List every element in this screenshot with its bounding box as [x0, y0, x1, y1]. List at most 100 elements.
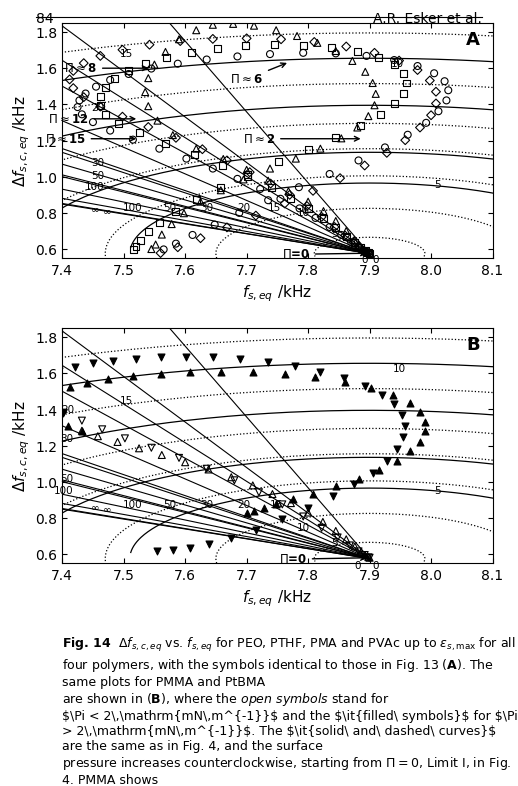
Point: [328, 490, 337, 503]
Point: [340, 376, 349, 388]
Point: [316, 143, 324, 156]
Point: [156, 368, 165, 380]
Point: [163, 52, 171, 64]
Point: [280, 197, 289, 210]
Point: [361, 66, 369, 79]
Text: $\infty$: $\infty$: [90, 204, 99, 214]
Point: [52, 384, 60, 397]
Point: [251, 523, 260, 536]
Point: [289, 494, 297, 506]
Point: [361, 245, 369, 258]
Point: [360, 160, 368, 172]
Text: $\Pi$=0: $\Pi$=0: [278, 553, 365, 566]
Point: [219, 153, 227, 166]
Point: [399, 432, 407, 444]
Point: [375, 52, 383, 64]
Point: [28, 386, 37, 399]
Point: [340, 230, 349, 242]
Point: [249, 366, 257, 379]
Point: [342, 225, 350, 237]
Point: [319, 516, 327, 528]
Point: [444, 85, 452, 97]
Point: [342, 533, 350, 545]
Point: [332, 131, 340, 144]
Point: [34, 392, 42, 405]
Text: 30: 30: [91, 158, 104, 167]
Point: [277, 34, 285, 46]
Point: [38, 406, 47, 418]
Text: 10: 10: [393, 364, 406, 374]
Point: [186, 366, 194, 379]
Point: [157, 229, 166, 241]
Point: [325, 168, 334, 181]
Point: [278, 513, 286, 526]
Point: [217, 185, 225, 197]
Text: $\Pi$$\approx$12: $\Pi$$\approx$12: [48, 113, 135, 126]
Point: [364, 247, 372, 259]
Point: [223, 155, 231, 167]
Point: [304, 506, 312, 519]
Text: 100: 100: [84, 182, 104, 192]
Text: A.R. Esker et al.: A.R. Esker et al.: [373, 12, 482, 26]
X-axis label: $f_{s,eq}$ /kHz: $f_{s,eq}$ /kHz: [242, 283, 312, 303]
Point: [190, 149, 198, 161]
Point: [128, 134, 137, 146]
Point: [342, 41, 350, 53]
Point: [81, 88, 90, 101]
Point: [304, 502, 312, 515]
Point: [332, 46, 340, 58]
Point: [295, 203, 304, 215]
Point: [132, 353, 140, 365]
Point: [285, 189, 294, 201]
Point: [106, 74, 114, 86]
Point: [347, 237, 355, 249]
Point: [310, 36, 318, 49]
Point: [406, 446, 414, 458]
Point: [393, 443, 401, 456]
Point: [89, 358, 97, 370]
Point: [356, 120, 364, 133]
Text: 10: 10: [297, 523, 310, 533]
Text: 30: 30: [200, 500, 213, 510]
Point: [203, 53, 211, 66]
Point: [299, 510, 307, 523]
Point: [390, 59, 398, 72]
Point: [355, 242, 364, 255]
Point: [161, 138, 169, 150]
Point: [362, 247, 370, 259]
Point: [113, 436, 122, 449]
Point: [421, 425, 429, 438]
Point: [168, 130, 177, 142]
Point: [208, 163, 217, 175]
Text: 50: 50: [91, 171, 104, 182]
Y-axis label: $\Delta f_{s,c,eq}$ /kHz: $\Delta f_{s,c,eq}$ /kHz: [12, 95, 33, 187]
Point: [59, 406, 67, 419]
Point: [413, 61, 421, 73]
Point: [208, 19, 217, 31]
Point: [425, 75, 434, 87]
Point: [354, 545, 363, 558]
Point: [192, 194, 200, 207]
Point: [145, 39, 153, 52]
Text: $\infty$: $\infty$: [102, 206, 111, 216]
Text: 0: 0: [354, 560, 360, 571]
Point: [182, 351, 191, 363]
Point: [313, 37, 321, 50]
Point: [132, 241, 140, 253]
Point: [290, 361, 298, 373]
Point: [356, 242, 365, 255]
Point: [242, 33, 251, 46]
Point: [147, 63, 155, 75]
Point: [196, 196, 205, 208]
Text: B: B: [466, 336, 479, 354]
Point: [365, 552, 373, 564]
Point: [217, 182, 225, 194]
Point: [227, 532, 235, 545]
Point: [64, 420, 73, 432]
Point: [401, 134, 409, 147]
Point: [96, 90, 105, 103]
Point: [348, 55, 356, 68]
Point: [171, 206, 179, 219]
Point: [242, 507, 251, 520]
Point: [153, 545, 162, 557]
